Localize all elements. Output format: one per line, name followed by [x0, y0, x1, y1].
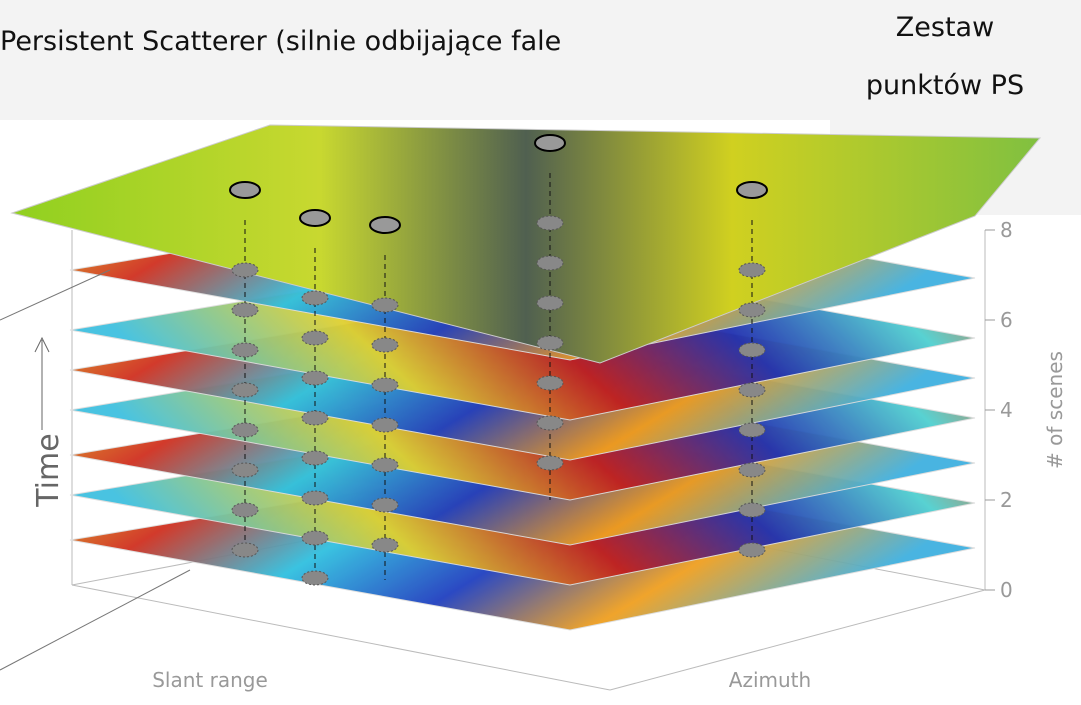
ps-sample: [739, 503, 765, 517]
ps-sample: [302, 411, 328, 425]
x-label: Slant range: [152, 668, 268, 692]
pointer: [0, 270, 110, 320]
ps-sample: [372, 538, 398, 552]
ps-point: [300, 210, 330, 226]
ps-sample: [739, 423, 765, 437]
ps-sample: [537, 256, 563, 270]
ps-sample: [372, 418, 398, 432]
ps-point: [230, 182, 260, 198]
ps-sample: [537, 376, 563, 390]
ps-sample: [537, 296, 563, 310]
ps-sample: [302, 451, 328, 465]
ps-sample: [372, 378, 398, 392]
tick-label: 0: [1000, 578, 1013, 602]
ps-sample: [232, 423, 258, 437]
ps-point: [535, 135, 565, 151]
tick-label: 2: [1000, 488, 1013, 512]
ps-sample: [537, 216, 563, 230]
time-label: Time: [31, 433, 66, 507]
ps-sample: [232, 343, 258, 357]
ps-set: Zestaw: [896, 12, 994, 43]
ps-point: [737, 182, 767, 198]
ps-sample: [739, 303, 765, 317]
ps-sample: [302, 571, 328, 585]
ps-sample: [739, 543, 765, 557]
layers: [12, 125, 1040, 630]
ps-sample: [232, 503, 258, 517]
ps-sample: [739, 383, 765, 397]
ps-sample: [302, 331, 328, 345]
ps-sample: [739, 463, 765, 477]
ps-set: punktów PS: [866, 70, 1024, 101]
ps-sample: [302, 491, 328, 505]
scenes-label: # of scenes: [1043, 351, 1067, 469]
ps-sample: [372, 338, 398, 352]
ps-sample: [739, 263, 765, 277]
ps-sample: [232, 463, 258, 477]
ps-sample: [372, 458, 398, 472]
ps-sample: [372, 298, 398, 312]
diagram: Persistent Scatterer (silnie odbijające …: [0, 0, 1081, 705]
ps-sample: [232, 543, 258, 557]
ps-sample: [372, 498, 398, 512]
ps-sample: [537, 336, 563, 350]
ps-sample: [232, 263, 258, 277]
ps-sample: [302, 371, 328, 385]
pointer: [0, 570, 190, 670]
ps-sample: [302, 531, 328, 545]
tick-label: 4: [1000, 398, 1013, 422]
ps-sample: [232, 383, 258, 397]
ps-sample: [739, 343, 765, 357]
ps-point: [370, 217, 400, 233]
tick-label: 6: [1000, 308, 1013, 332]
ps-sample: [537, 456, 563, 470]
y-label: Azimuth: [729, 668, 811, 692]
title: Persistent Scatterer (silnie odbijające …: [0, 26, 561, 57]
ps-sample: [302, 291, 328, 305]
ps-sample: [537, 416, 563, 430]
ps-sample: [232, 303, 258, 317]
tick-label: 8: [1000, 218, 1013, 242]
